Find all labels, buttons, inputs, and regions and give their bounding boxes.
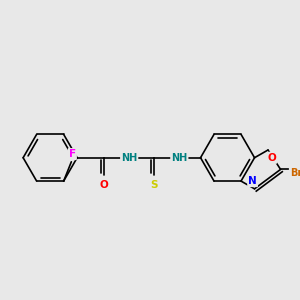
- Text: S: S: [151, 180, 158, 190]
- Text: NH: NH: [171, 153, 188, 163]
- Text: NH: NH: [121, 153, 137, 163]
- Text: F: F: [69, 149, 76, 159]
- Text: N: N: [248, 176, 257, 186]
- Text: O: O: [100, 180, 109, 190]
- Text: Br: Br: [290, 168, 300, 178]
- Text: O: O: [268, 153, 276, 163]
